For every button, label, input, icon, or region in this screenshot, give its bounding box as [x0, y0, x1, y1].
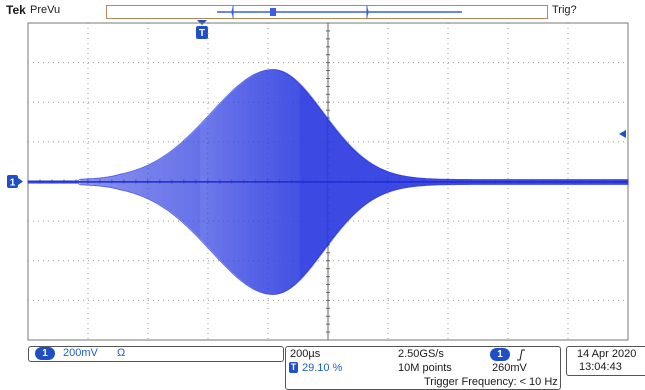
brand-logo: Tek [6, 3, 26, 17]
record-length: 10M points [398, 362, 452, 374]
record-view-indicator [217, 6, 462, 18]
volts-per-div: 200mV [63, 347, 98, 359]
trigger-marker-label: T [199, 28, 205, 39]
channel-1-badge: 1 [35, 347, 55, 360]
trigger-level-arrow[interactable] [618, 126, 628, 138]
trigger-status: Trig? [552, 4, 577, 16]
record-view-bar[interactable] [106, 5, 548, 19]
trigger-slope-icon [516, 348, 526, 366]
sample-rate: 2.50GS/s [398, 348, 444, 360]
trigger-level: 260mV [492, 362, 527, 374]
acquisition-mode: PreVu [30, 4, 61, 16]
time: 13:04:43 [579, 361, 622, 373]
time-per-div: 200µs [290, 348, 321, 360]
channel-1-marker[interactable]: 1 [7, 175, 23, 189]
trigger-position-icon: T [289, 362, 298, 373]
timebase-trigger-settings[interactable]: 200µs T 29.10 % 2.50GS/s 10M points 1 26… [285, 346, 561, 390]
trigger-position-percent: 29.10 % [302, 362, 343, 374]
date: 14 Apr 2020 [577, 348, 637, 360]
channel-1-settings[interactable]: 1 200mV Ω [28, 346, 284, 362]
coupling-impedance: Ω [117, 347, 126, 359]
trigger-source-badge: 1 [490, 348, 510, 361]
datetime-display: 14 Apr 2020 13:04:43 [566, 346, 645, 376]
channel-marker-label: 1 [10, 178, 16, 189]
trigger-frequency: Trigger Frequency: < 10 Hz [424, 376, 558, 388]
